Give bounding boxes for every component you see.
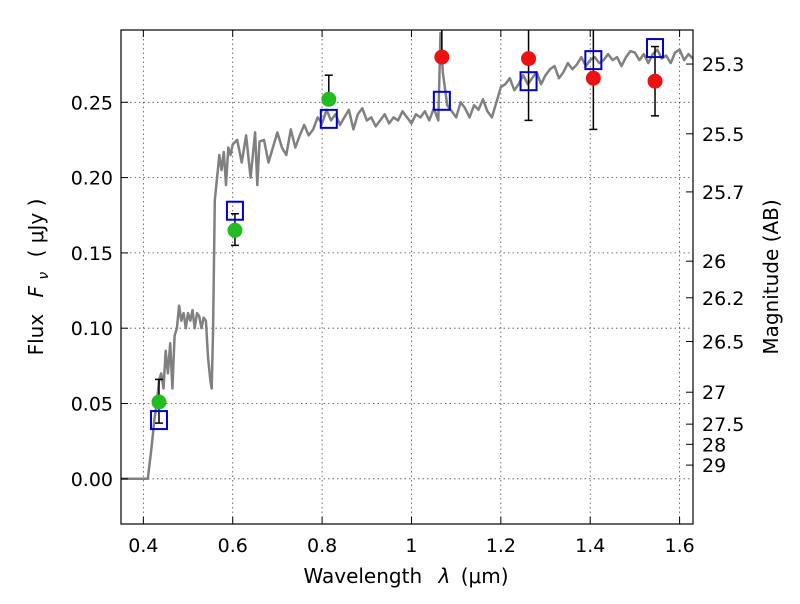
model-band-square [432,90,451,111]
magnitude-tick-label: 26 [702,251,726,273]
red-point [521,51,537,67]
y2-axis-label: Magnitude (AB) [759,199,783,354]
model-band-square [225,200,244,221]
magnitude-tick-label: 27.5 [702,414,744,436]
magnitude-tick-label: 25.5 [702,124,744,146]
y-tick-label: 0.20 [71,168,113,190]
y-tick-label: 0.10 [71,318,113,340]
y-tick-label: 0.05 [71,394,113,416]
model-layer [121,31,693,481]
y-tick-label: 0.15 [71,243,113,265]
y-tick-label: 0.00 [71,469,113,491]
y-axis-label-subscript: ν [36,272,52,280]
x-axis-label-symbol: λ [438,564,451,588]
x-tick-label: 1.2 [486,535,516,557]
magnitude-tick-label: 25.3 [702,54,744,76]
red-point [647,73,663,89]
green-point [321,91,337,107]
model-band-square [584,50,603,71]
x-tick-label: 0.8 [307,535,337,557]
point-layer [151,49,663,410]
red-point [434,49,450,65]
x-tick-label: 1.6 [664,535,694,557]
red-point [585,70,601,86]
model-sed-line [121,31,693,481]
y-axis-label-unit: ( μJy ) [24,199,48,258]
tick-layer: 0.4 0.6 0.8 1 1.2 1.4 1.6 0.00 0.05 0.10 0.15 0.20 0… [71,30,744,557]
magnitude-tick-label: 28 [702,434,726,456]
x-tick-label: 0.6 [218,535,248,557]
x-axis-label-unit: (μm) [461,564,509,588]
y-axis-label-symbol: F [24,285,48,297]
magnitude-tick-label: 26.2 [702,288,744,310]
magnitude-tick-label: 26.5 [702,331,744,353]
grid-layer [121,30,693,524]
y-axis-label: Flux F ν ( μJy ) [24,199,53,356]
green-point [151,394,167,410]
magnitude-tick-label: 29 [702,455,726,477]
x-tick-label: 0.4 [128,535,158,557]
square-layer [149,38,665,431]
plot-frame [120,29,694,525]
model-band-square [149,410,168,431]
x-axis-label-prefix: Wavelength [303,564,422,588]
x-axis-label: Wavelength λ (μm) [303,564,508,588]
y-tick-label: 0.25 [71,92,113,114]
y-axis-label-prefix: Flux [24,314,48,356]
x-tick-label: 1 [405,535,417,557]
magnitude-tick-label: 25.7 [702,182,744,204]
green-point [227,222,243,238]
magnitude-tick-label: 27 [702,382,726,404]
model-band-square [319,108,338,129]
x-tick-label: 1.4 [575,535,605,557]
model-band-square [519,71,538,92]
model-band-square [646,38,665,59]
